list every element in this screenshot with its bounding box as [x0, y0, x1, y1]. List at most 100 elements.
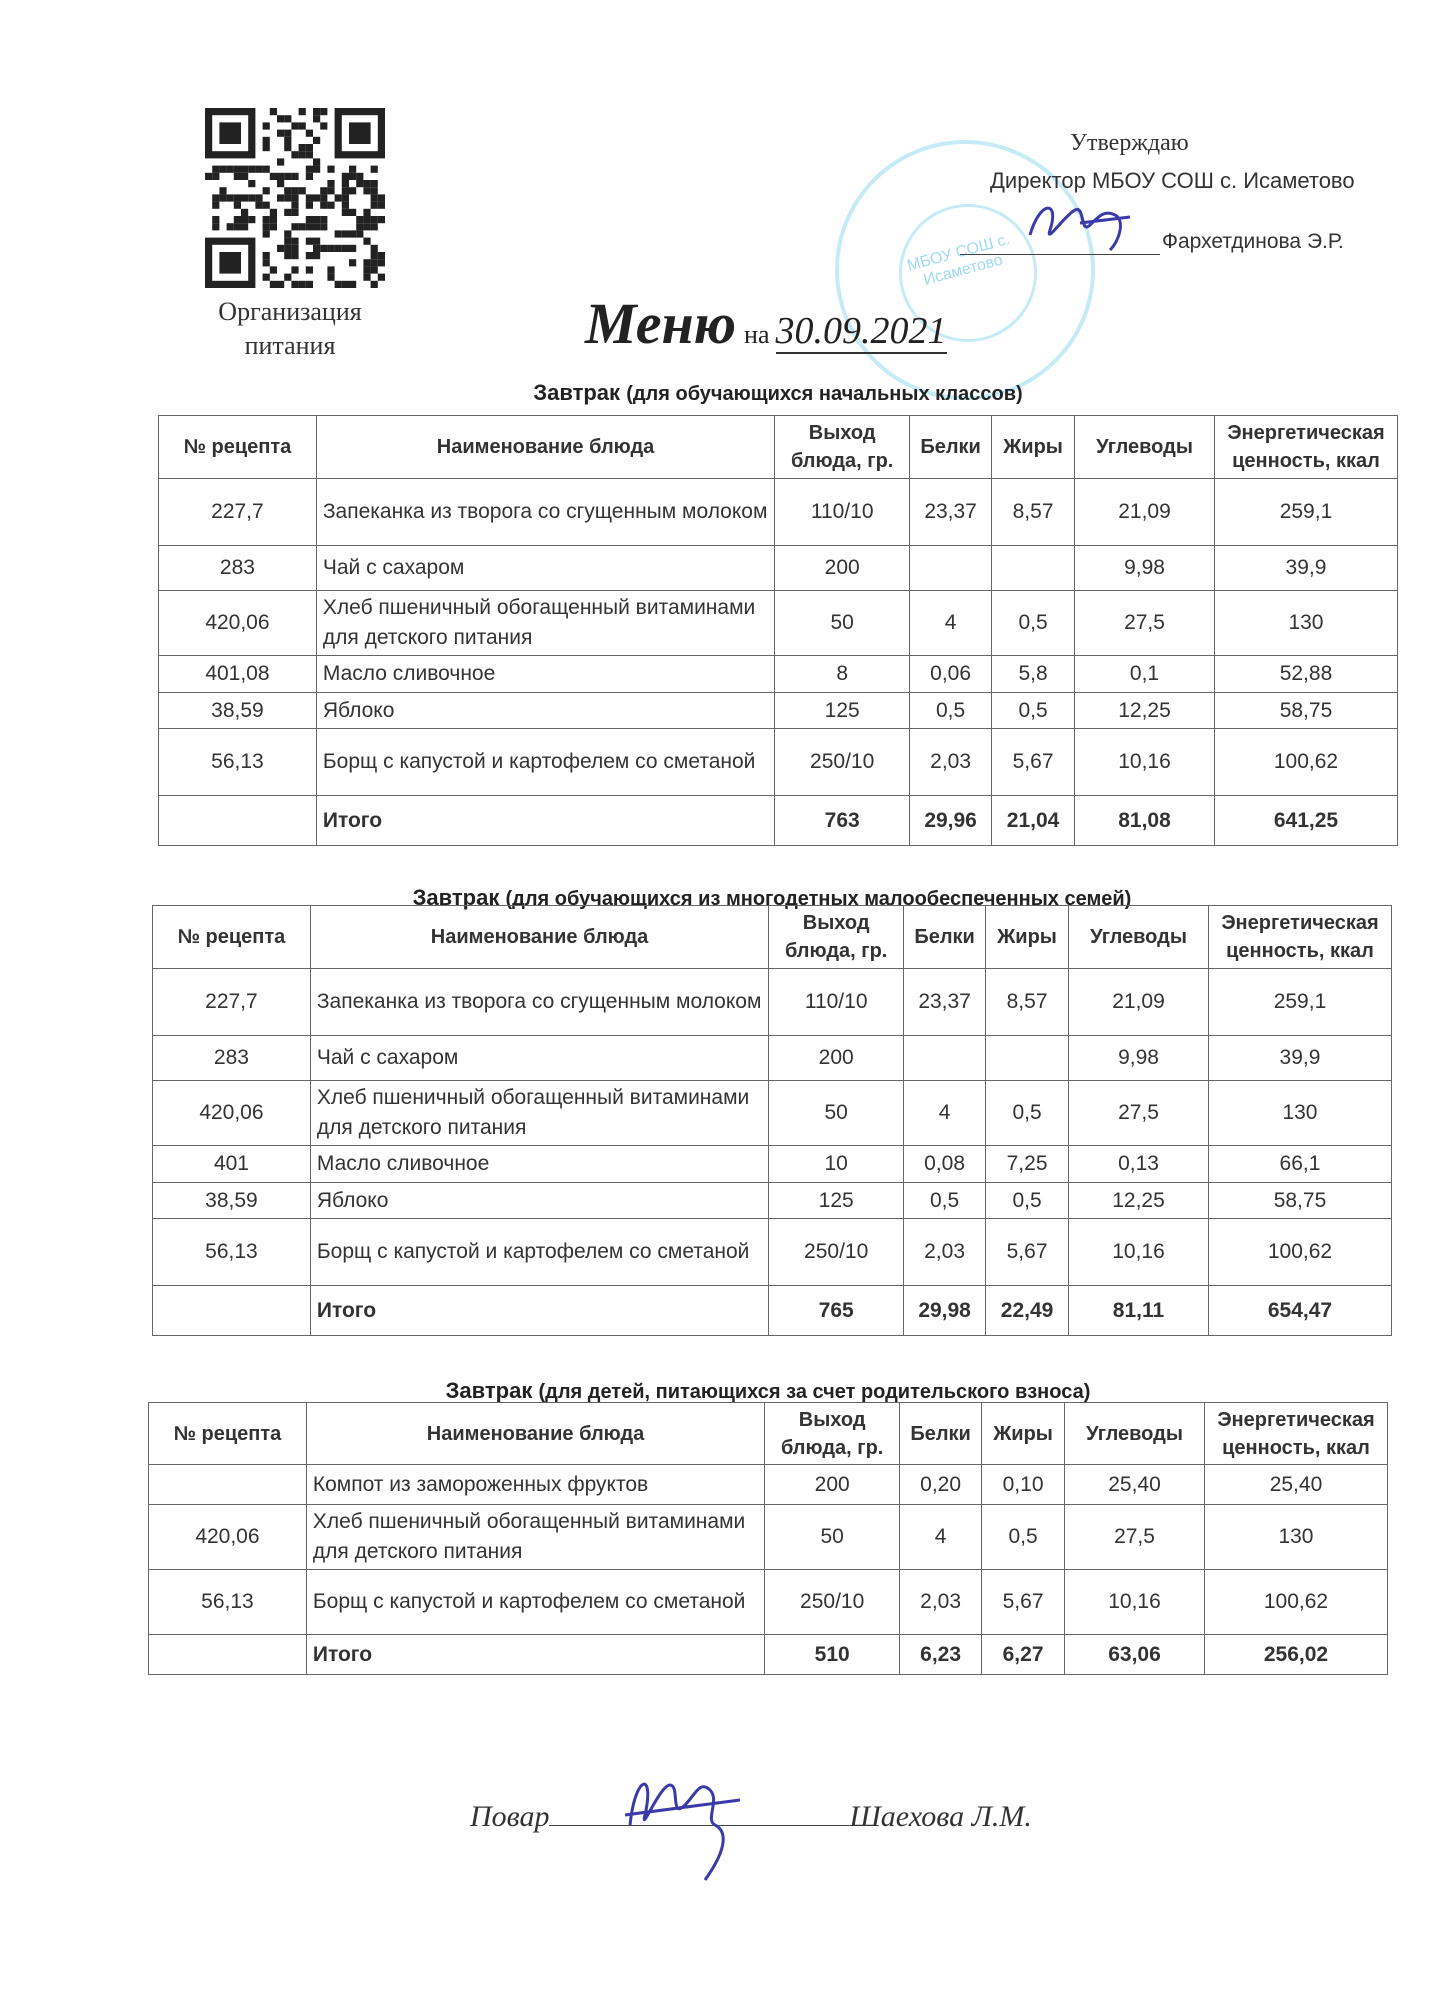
menu-date: 30.09.2021 [775, 310, 947, 354]
table-cell: 200 [768, 1035, 905, 1081]
table-cell: Чай с сахаром [309, 1035, 770, 1081]
total-cell: Итого [315, 795, 776, 846]
total-cell [152, 1285, 311, 1336]
column-header: Выход блюда, гр. [768, 905, 905, 969]
table-row: 56,13 Борщ с капустой и картофелем со сме… [158, 728, 1399, 796]
table-cell: 38,59 [158, 692, 317, 729]
table-row: 56,13 Борщ с капустой и картофелем со сме… [148, 1569, 1389, 1635]
table-cell: Масло сливочное [309, 1145, 770, 1183]
column-header: Энергетическая ценность, ккал [1207, 905, 1393, 969]
table-cell: 9,98 [1074, 545, 1215, 591]
table-cell: 200 [774, 545, 911, 591]
table-cell: 50 [768, 1080, 905, 1146]
column-header: Жиры [991, 415, 1076, 479]
director-name: Фархетдинова Э.Р. [1162, 230, 1344, 253]
table-cell: 39,9 [1207, 1035, 1393, 1081]
table-cell: 10 [768, 1145, 905, 1183]
table-cell: 100,62 [1203, 1569, 1389, 1635]
table-cell: 401,08 [158, 655, 317, 693]
table-cell: 21,09 [1068, 968, 1209, 1036]
org-line-2: питания [244, 331, 336, 360]
table-cell [985, 1035, 1070, 1081]
director-title: Директор МБОУ СОШ с. Исаметово [990, 168, 1355, 193]
table-cell: 125 [768, 1182, 905, 1219]
column-header: Энергетическая ценность, ккал [1203, 1402, 1389, 1465]
table-cell: 0,08 [903, 1145, 987, 1183]
table-cell: 8,57 [991, 478, 1076, 546]
table-cell: 100,62 [1207, 1218, 1393, 1286]
cook-signature-line [549, 1801, 850, 1826]
table-caption: Завтрак (для детей, питающихся за счет р… [148, 1378, 1388, 1404]
total-cell: 6,23 [899, 1634, 983, 1675]
table-cell: 2,03 [909, 728, 993, 796]
title-text: Меню [585, 291, 737, 356]
table-row: 38,59 Яблоко 125 0,5 0,5 12,25 58,75 [152, 1182, 1393, 1219]
table-cell: 5,67 [991, 728, 1076, 796]
table-cell: 200 [764, 1464, 901, 1505]
table-row: 227,7 Запеканка из творога со сгущенным м… [158, 478, 1399, 546]
table-row: 401 Масло сливочное 10 0,08 7,25 0,13 66,1 [152, 1145, 1393, 1183]
table-header-row: № рецепта Наименование блюда Выход блюда, … [158, 415, 1399, 479]
column-header: Белки [909, 415, 993, 479]
table-cell: 110/10 [774, 478, 911, 546]
table-cell: 130 [1213, 590, 1399, 656]
table-cell: 0,5 [909, 692, 993, 729]
table-cell: 7,25 [985, 1145, 1070, 1183]
total-cell: 765 [768, 1285, 905, 1336]
total-cell: 63,06 [1064, 1634, 1205, 1675]
total-row: Итого 510 6,23 6,27 63,06 256,02 [148, 1634, 1389, 1675]
table-cell: 50 [774, 590, 911, 656]
approve-label: Утверждаю [1070, 130, 1189, 156]
total-cell: 81,11 [1068, 1285, 1209, 1336]
total-cell: 763 [774, 795, 911, 846]
menu-table: № рецепта Наименование блюда Выход блюда, … [152, 905, 1393, 1336]
menu-table: № рецепта Наименование блюда Выход блюда, … [148, 1402, 1389, 1675]
column-header: Наименование блюда [305, 1402, 766, 1465]
caption-rest: (для детей, питающихся за счет родительс… [538, 1381, 1091, 1403]
table-cell: 25,40 [1064, 1464, 1205, 1505]
table-cell: Борщ с капустой и картофелем со сметаной [315, 728, 776, 796]
table-cell: 401 [152, 1145, 311, 1183]
caption-bold: Завтрак [445, 1378, 533, 1403]
total-row: Итого 765 29,98 22,49 81,11 654,47 [152, 1285, 1393, 1336]
column-header: Белки [903, 905, 987, 969]
column-header: Энергетическая ценность, ккал [1213, 415, 1399, 479]
table-header-row: № рецепта Наименование блюда Выход блюда, … [152, 905, 1393, 969]
table-cell: 12,25 [1074, 692, 1215, 729]
table-row: 283 Чай с сахаром 200 9,98 39,9 [152, 1035, 1393, 1081]
column-header: Выход блюда, гр. [774, 415, 911, 479]
table-cell: Хлеб пшеничный обогащенный витаминами дл… [315, 590, 776, 656]
table-cell: 0,06 [909, 655, 993, 693]
column-header: Углеводы [1064, 1402, 1205, 1465]
table-cell: 0,20 [899, 1464, 983, 1505]
cook-name: Шаехова Л.М. [849, 1800, 1032, 1833]
table-cell: 9,98 [1068, 1035, 1209, 1081]
table-cell: 420,06 [148, 1504, 307, 1570]
total-cell: 256,02 [1203, 1634, 1389, 1675]
table-cell: 0,5 [985, 1080, 1070, 1146]
qr-caption: Организация питания [200, 295, 380, 363]
table-cell: Масло сливочное [315, 655, 776, 693]
table-row: 420,06 Хлеб пшеничный обогащенный витамин… [158, 590, 1399, 656]
table-header-row: № рецепта Наименование блюда Выход блюда, … [148, 1402, 1389, 1465]
total-cell: Итого [309, 1285, 770, 1336]
table-cell: 259,1 [1207, 968, 1393, 1036]
table-cell: 283 [158, 545, 317, 591]
table-cell [903, 1035, 987, 1081]
total-row: Итого 763 29,96 21,04 81,08 641,25 [158, 795, 1399, 846]
table-cell: Яблоко [315, 692, 776, 729]
table-cell: 0,1 [1074, 655, 1215, 693]
table-row: 401,08 Масло сливочное 8 0,06 5,8 0,1 52,88 [158, 655, 1399, 693]
table-cell: 56,13 [152, 1218, 311, 1286]
table-cell: 5,8 [991, 655, 1076, 693]
table-cell: 8,57 [985, 968, 1070, 1036]
org-line-1: Организация [218, 297, 362, 326]
table-cell: 283 [152, 1035, 311, 1081]
table-cell: 130 [1203, 1504, 1389, 1570]
table-cell: 0,5 [985, 1182, 1070, 1219]
table-cell: 58,75 [1213, 692, 1399, 729]
table-cell: 25,40 [1203, 1464, 1389, 1505]
table-cell: 0,5 [903, 1182, 987, 1219]
table-cell: 8 [774, 655, 911, 693]
table-cell: 5,67 [981, 1569, 1066, 1635]
